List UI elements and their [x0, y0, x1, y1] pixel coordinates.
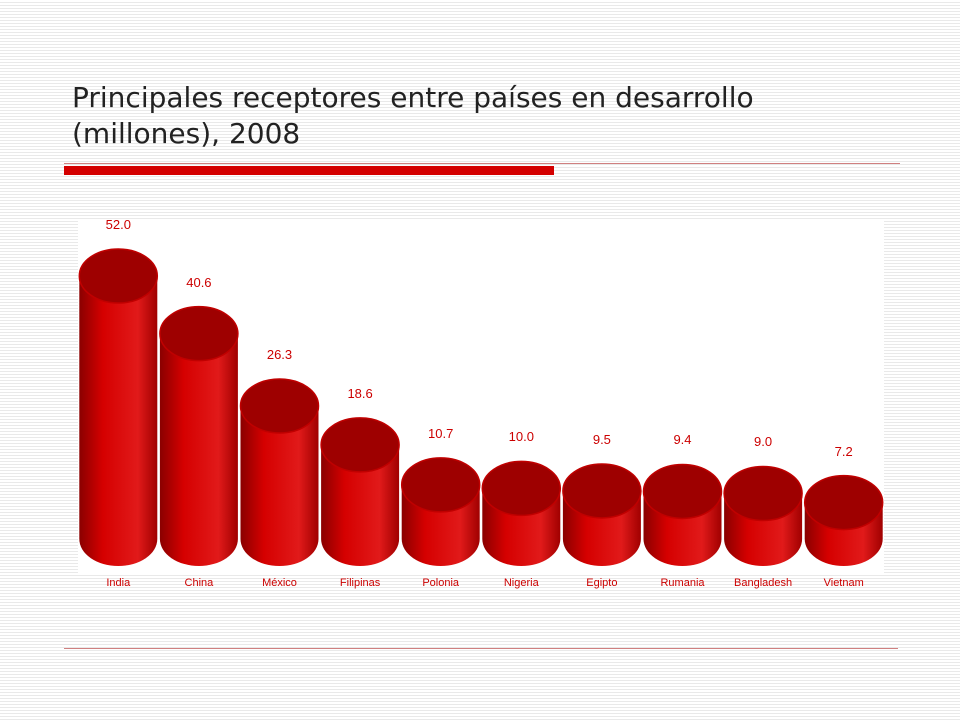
- bar-cap: [562, 463, 642, 519]
- title-accent-bar: [64, 166, 554, 175]
- category-label-filipinas: Filipinas: [339, 577, 381, 589]
- bar-cap: [320, 417, 400, 473]
- bar-body: [159, 333, 238, 566]
- bar-mexico: [239, 378, 320, 566]
- bar-cap: [159, 305, 239, 362]
- title-divider: [64, 163, 900, 164]
- bar-body: [240, 405, 319, 566]
- value-label-polonia: 10.7: [428, 425, 454, 441]
- bar-cap: [723, 465, 803, 522]
- chart-svg: [78, 248, 884, 566]
- value-label-vietnam: 7.2: [834, 443, 853, 459]
- bar-filipinas: [320, 417, 400, 566]
- bar-cap: [803, 474, 884, 531]
- bar-body: [321, 444, 400, 566]
- category-label-china: China: [184, 577, 214, 589]
- bar-polonia: [400, 457, 481, 566]
- bar-rumania: [642, 463, 723, 566]
- bar-india: [78, 248, 159, 566]
- category-label-vietnam: Vietnam: [823, 577, 864, 589]
- bottom-divider: [64, 648, 898, 649]
- value-label-china: 40.6: [186, 274, 212, 290]
- category-label-mexico: México: [262, 577, 297, 589]
- chart-plot-area: [78, 220, 884, 575]
- category-label-nigeria: Nigeria: [503, 577, 539, 589]
- value-label-bangladesh: 9.0: [754, 434, 773, 450]
- bar-cap: [642, 463, 723, 520]
- category-label-egipto: Egipto: [586, 577, 618, 589]
- bar-cap: [481, 460, 562, 517]
- bar-china: [159, 305, 239, 566]
- bar-vietnam: [803, 474, 884, 566]
- bar-cap: [78, 248, 159, 304]
- value-label-filipinas: 18.6: [347, 385, 373, 401]
- value-label-rumania: 9.4: [673, 432, 692, 448]
- value-label-mexico: 26.3: [266, 346, 293, 362]
- bar-cap: [400, 457, 481, 513]
- bar-body: [79, 276, 158, 566]
- value-label-india: 52.0: [105, 217, 131, 232]
- value-label-egipto: 9.5: [592, 431, 611, 447]
- bar-bangladesh: [723, 465, 803, 566]
- category-label-polonia: Polonia: [422, 577, 460, 589]
- category-label-bangladesh: Bangladesh: [734, 577, 793, 589]
- bar-nigeria: [481, 460, 562, 566]
- bar-egipto: [562, 463, 642, 566]
- category-label-rumania: Rumania: [660, 577, 705, 589]
- category-label-india: India: [106, 577, 131, 589]
- slide-title: Principales receptores entre países en d…: [72, 81, 754, 150]
- bar-cap: [239, 378, 320, 434]
- value-label-nigeria: 10.0: [508, 429, 534, 445]
